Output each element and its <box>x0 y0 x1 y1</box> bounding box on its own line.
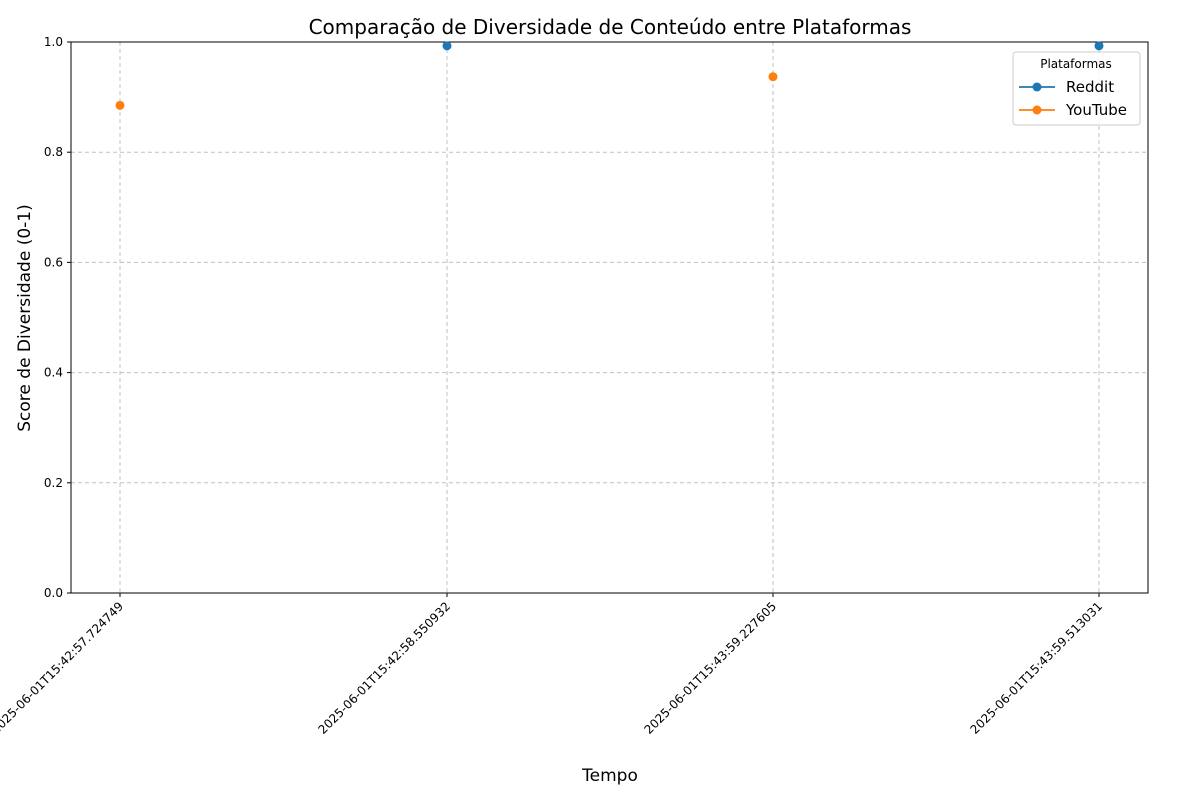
x-axis: 2025-06-01T15:42:57.724749 2025-06-01T15:… <box>0 593 1105 737</box>
legend-box <box>1012 51 1141 126</box>
data-point <box>768 72 778 82</box>
x-tick-label: 2025-06-01T15:43:59.227605 <box>642 599 780 737</box>
legend-item-youtube: YouTube <box>1019 101 1127 119</box>
legend-marker <box>1032 82 1042 92</box>
grid-layer <box>71 41 1148 594</box>
y-axis-label: Score de Diversidade (0-1) <box>15 204 35 431</box>
data-point <box>115 100 125 110</box>
y-tick-label: 0.8 <box>44 145 63 159</box>
chart-title: Comparação de Diversidade de Conteúdo en… <box>309 15 912 39</box>
series-youtube <box>115 72 778 110</box>
y-tick-label: 0.6 <box>44 255 63 269</box>
legend-items: Reddit YouTube <box>1019 78 1127 119</box>
y-tick-label: 0.4 <box>44 366 63 380</box>
y-tick-label: 1.0 <box>44 35 63 49</box>
y-tick-label: 0.2 <box>44 476 63 490</box>
legend-label: YouTube <box>1065 101 1127 119</box>
legend-title: Plataformas <box>1040 57 1112 71</box>
data-point <box>1094 41 1104 51</box>
x-tick-label: 2025-06-01T15:43:59.513031 <box>968 599 1106 737</box>
y-tick-label: 0.0 <box>44 586 63 600</box>
legend-label: Reddit <box>1066 78 1114 96</box>
legend-item-reddit: Reddit <box>1019 78 1114 96</box>
y-axis: 0.0 0.2 0.4 0.6 0.8 1.0 <box>44 35 71 600</box>
series-reddit <box>442 41 1104 51</box>
plot-area-frame <box>70 41 1149 594</box>
legend: Plataformas Reddit YouTube <box>1012 51 1141 126</box>
data-point <box>442 41 452 51</box>
series-layer <box>115 41 1104 110</box>
x-axis-label: Tempo <box>581 766 638 786</box>
x-tick-label: 2025-06-01T15:42:58.550932 <box>316 599 454 737</box>
legend-marker <box>1032 105 1042 115</box>
x-tick-label: 2025-06-01T15:42:57.724749 <box>0 599 126 737</box>
